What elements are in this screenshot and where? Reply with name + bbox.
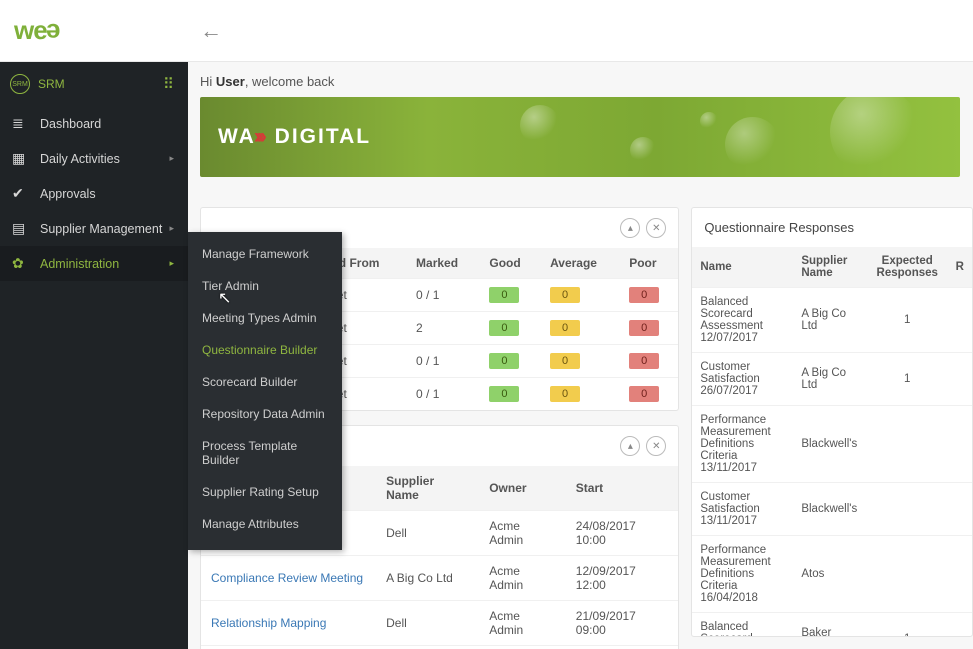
banner-brand: WA››› DIGITAL [218,125,371,149]
nav-label: Supplier Management [40,222,162,236]
table-row: Performance Measurement Definitions Crit… [692,406,972,483]
nav-icon: ▦ [12,150,30,167]
response-name[interactable]: Performance Measurement Definitions Crit… [692,536,793,613]
table-row: Customer Satisfaction 26/07/2017A Big Co… [692,353,972,406]
submenu-item[interactable]: Meeting Types Admin [188,302,342,334]
collapse-icon[interactable]: ▴ [620,436,640,456]
table-row: Relationship MappingDellAcme Admin21/09/… [201,601,678,646]
column-header: Marked [406,248,479,279]
chevron-right-icon: ▸ [169,153,174,164]
column-header: Owner [479,466,566,511]
module-brand: SRM SRM [10,74,65,94]
column-header: Poor [619,248,678,279]
nav-label: Approvals [40,187,96,201]
apps-grid-icon[interactable]: ⠿ [163,75,174,93]
chevron-right-icon: ▸ [169,258,174,269]
good-badge: 0 [489,320,519,336]
sidebar-item-dashboard[interactable]: ≣ Dashboard [0,106,188,141]
sidebar-item-daily-activities[interactable]: ▦ Daily Activities ▸ [0,141,188,176]
column-header: Good [479,248,540,279]
back-icon[interactable]: ← [200,18,222,44]
poor-badge: 0 [629,287,659,303]
nav-label: Administration [40,257,119,271]
sidebar-item-approvals[interactable]: ✔ Approvals [0,176,188,211]
response-name[interactable]: Performance Measurement Definitions Crit… [692,406,793,483]
submenu-item[interactable]: Supplier Rating Setup [188,476,342,508]
poor-badge: 0 [629,386,659,402]
average-badge: 0 [550,320,580,336]
submenu-item[interactable]: Repository Data Admin [188,398,342,430]
sidebar-item-supplier-management[interactable]: ▤ Supplier Management ▸ [0,211,188,246]
good-badge: 0 [489,353,519,369]
srm-badge-icon: SRM [10,74,30,94]
column-header: Supplier Name [376,466,479,511]
table-row: Customer Satisfaction 13/11/2017Blackwel… [692,483,972,536]
meeting-link[interactable]: Relationship Mapping [201,601,376,646]
average-badge: 0 [550,386,580,402]
table-row: Performance Measurement Definitions Crit… [692,536,972,613]
collapse-icon[interactable]: ▴ [620,218,640,238]
good-badge: 0 [489,287,519,303]
nav-icon: ▤ [12,220,30,237]
sidebar-item-administration[interactable]: ✿ Administration ▸ [0,246,188,281]
submenu-item[interactable]: Questionnaire Builder [188,334,342,366]
column-header: Name [692,247,793,288]
responses-panel: Questionnaire Responses NameSupplier Nam… [691,207,973,637]
poor-badge: 0 [629,320,659,336]
responses-table: NameSupplier NameExpected ResponsesR Bal… [692,247,972,637]
welcome-prefix: Hi [200,74,216,89]
welcome-suffix: , welcome back [245,74,335,89]
table-row: Balanced Scorecard AssessmentBaker Ross1 [692,613,972,638]
hero-banner: WA››› DIGITAL [200,97,960,177]
nav-icon: ✿ [12,255,30,272]
column-header: Average [540,248,619,279]
close-icon[interactable]: ✕ [646,436,666,456]
response-name[interactable]: Balanced Scorecard Assessment 12/07/2017 [692,288,793,353]
response-name[interactable]: Balanced Scorecard Assessment [692,613,793,638]
product-logo: wee [14,15,60,46]
table-row: Compliance Review MeetingA Big Co LtdAcm… [201,556,678,601]
submenu-item[interactable]: Manage Attributes [188,508,342,540]
average-badge: 0 [550,287,580,303]
response-name[interactable]: Customer Satisfaction 13/11/2017 [692,483,793,536]
meeting-link[interactable]: Compliance Review Meeting [201,556,376,601]
nav-icon: ≣ [12,115,30,132]
administration-submenu: Manage FrameworkTier AdminMeeting Types … [188,232,342,550]
table-row: Operational ReviewDellAcme Admin28/09/20… [201,646,678,649]
nav-label: Daily Activities [40,152,120,166]
welcome-text: Hi User, welcome back [200,74,973,89]
sidebar: SRM SRM ⠿ ≣ Dashboard ▦ Daily Activities ▸ ✔ A… [0,62,188,649]
module-label: SRM [38,77,65,91]
submenu-item[interactable]: Process Template Builder [188,430,342,476]
column-header: Expected Responses [867,247,948,288]
column-header: Supplier Name [793,247,866,288]
welcome-user: User [216,74,245,89]
meeting-link[interactable]: Operational Review [201,646,376,649]
responses-title: Questionnaire Responses [692,208,972,247]
column-header: Start [566,466,679,511]
table-row: Balanced Scorecard Assessment 12/07/2017… [692,288,972,353]
nav-icon: ✔ [12,185,30,202]
average-badge: 0 [550,353,580,369]
close-icon[interactable]: ✕ [646,218,666,238]
nav-label: Dashboard [40,117,101,131]
good-badge: 0 [489,386,519,402]
submenu-item[interactable]: Manage Framework [188,238,342,270]
poor-badge: 0 [629,353,659,369]
chevron-right-icon: ▸ [169,223,174,234]
topbar: wee ← [0,0,973,62]
submenu-item[interactable]: Tier Admin [188,270,342,302]
column-header: R [948,247,972,288]
submenu-item[interactable]: Scorecard Builder [188,366,342,398]
response-name[interactable]: Customer Satisfaction 26/07/2017 [692,353,793,406]
